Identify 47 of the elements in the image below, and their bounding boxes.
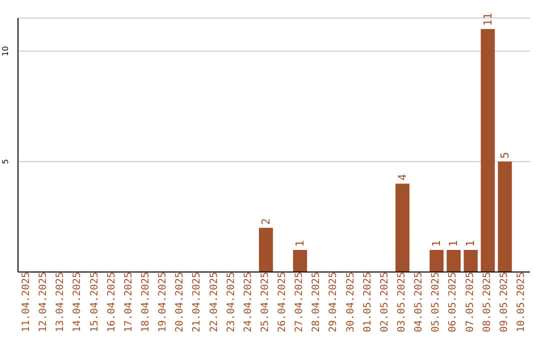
x-tick-label: 05.05.2025 (430, 272, 442, 332)
x-tick-label: 20.04.2025 (174, 272, 186, 332)
x-tick-label: 12.04.2025 (38, 272, 50, 332)
x-tick-label: 27.04.2025 (294, 272, 306, 332)
x-tick-label: 14.04.2025 (72, 272, 84, 332)
data-label: 4 (396, 174, 409, 181)
x-tick-label: 30.04.2025 (345, 272, 356, 332)
data-label: 1 (294, 240, 307, 247)
x-tick-label: 11.04.2025 (21, 272, 32, 332)
x-tick-label: 28.04.2025 (311, 272, 322, 332)
bar (258, 228, 273, 272)
x-tick-label: 09.05.2025 (498, 272, 510, 332)
x-tick-label: 10.05.2025 (516, 272, 527, 332)
x-tick-label: 08.05.2025 (482, 272, 493, 332)
x-tick-label: 22.04.2025 (208, 272, 220, 332)
x-tick-label: 26.04.2025 (277, 272, 288, 332)
bar (480, 29, 495, 272)
x-tick-label: 24.04.2025 (242, 272, 254, 332)
bar (464, 250, 478, 272)
x-tick-label: 16.04.2025 (106, 272, 118, 332)
x-tick-label: 02.05.2025 (379, 272, 390, 332)
bar (293, 250, 308, 272)
x-tick-label: 23.04.2025 (226, 272, 237, 332)
bar (446, 250, 461, 272)
x-tick-label: 07.05.2025 (464, 272, 476, 332)
y-tick-label: 10 (1, 46, 10, 56)
x-tick-label: 03.05.2025 (396, 272, 408, 332)
bar (430, 250, 444, 272)
data-label: 1 (447, 240, 460, 247)
bar (395, 184, 410, 272)
data-label: 11 (481, 12, 494, 26)
x-tick-label: 15.04.2025 (89, 272, 100, 332)
data-label: 1 (430, 240, 444, 247)
x-tick-label: 17.04.2025 (123, 272, 134, 332)
x-tick-label: 04.05.2025 (414, 272, 425, 332)
x-tick-label: 18.04.2025 (140, 272, 152, 332)
x-tick-label: 21.04.2025 (192, 272, 203, 332)
x-tick-label: 29.04.2025 (328, 272, 340, 332)
data-label: 2 (259, 218, 272, 225)
x-tick-label: 19.04.2025 (158, 272, 169, 332)
x-tick-label: 06.05.2025 (448, 272, 459, 332)
bar (498, 162, 512, 272)
data-label: 5 (498, 152, 512, 159)
x-tick-label: 13.04.2025 (55, 272, 66, 332)
x-tick-label: 25.04.2025 (260, 272, 271, 332)
x-tick-label: 01.05.2025 (362, 272, 374, 332)
data-label: 1 (464, 240, 478, 247)
